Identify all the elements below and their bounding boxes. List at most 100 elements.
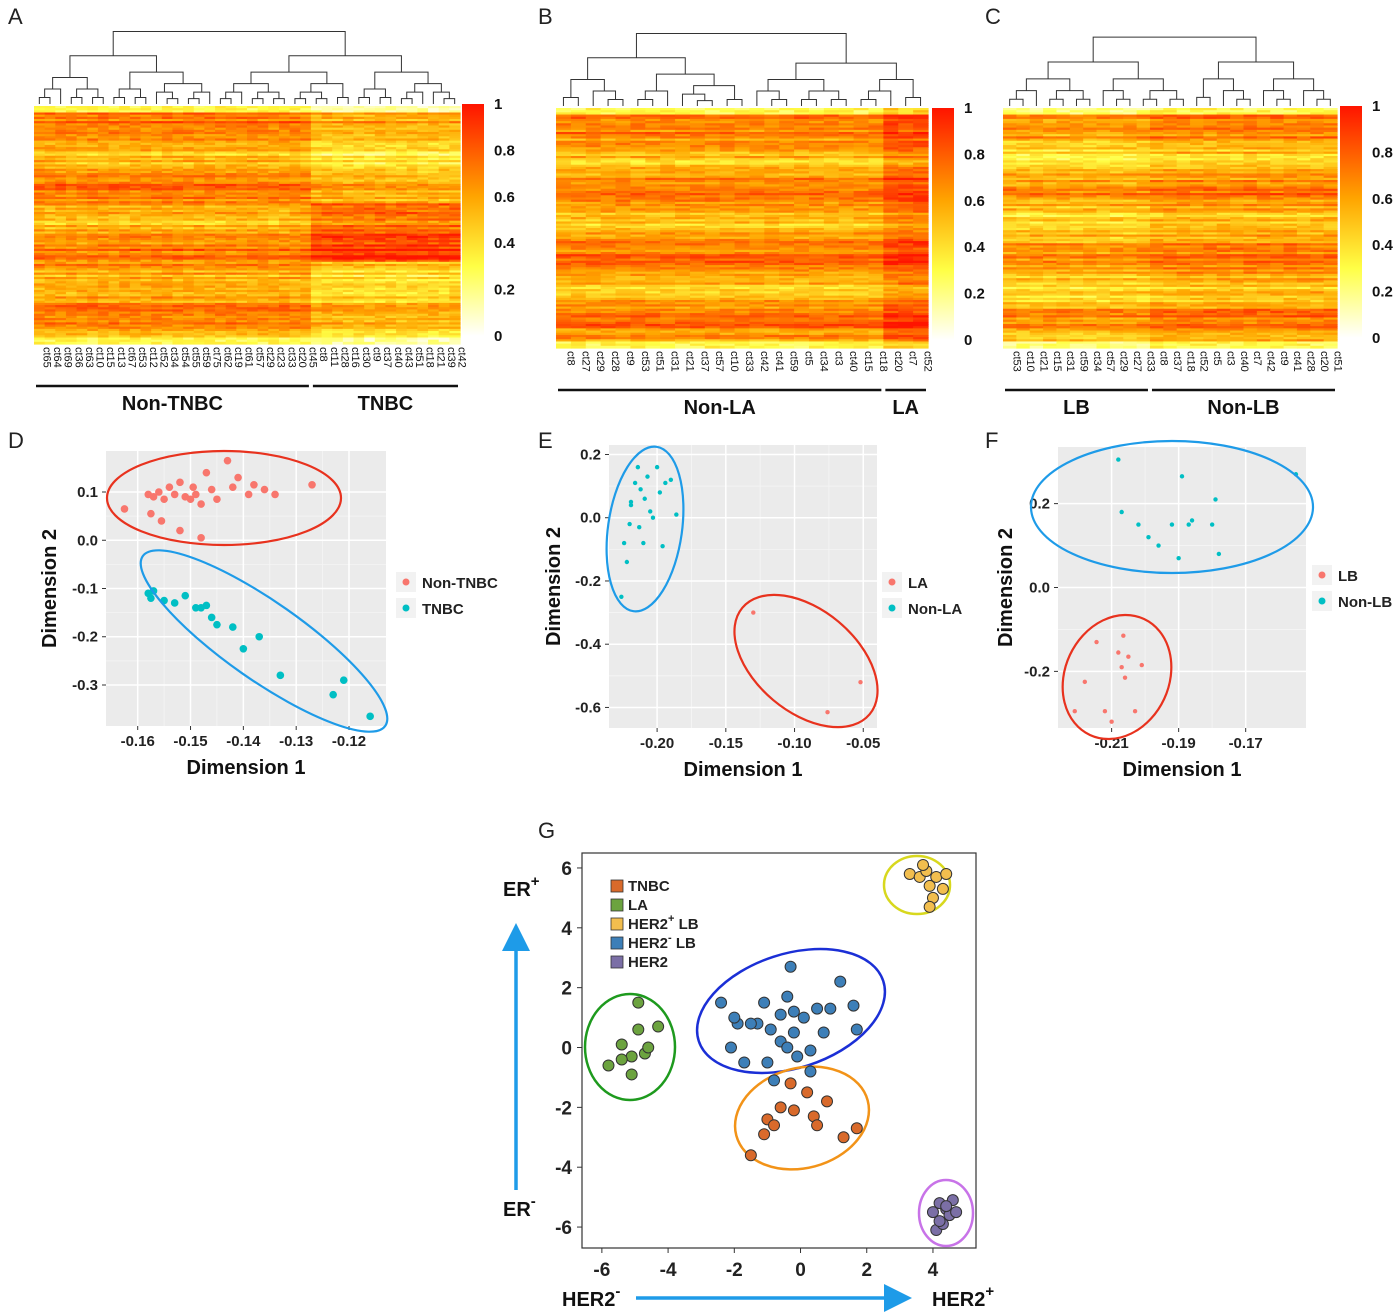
heatmap-cell bbox=[151, 205, 163, 209]
heatmap-cell bbox=[129, 108, 142, 111]
heatmap-cell bbox=[417, 131, 429, 135]
heatmap-cell bbox=[161, 110, 174, 114]
heatmap-cell bbox=[193, 231, 205, 235]
heatmap-cell bbox=[257, 341, 269, 345]
heatmap-cell bbox=[342, 134, 355, 137]
heatmap-cell bbox=[76, 160, 88, 163]
heatmap-cell bbox=[289, 112, 301, 116]
heatmap-cell bbox=[374, 121, 387, 124]
heatmap-cell bbox=[108, 129, 120, 133]
heatmap-cell bbox=[183, 218, 195, 222]
heatmap-cell bbox=[140, 153, 152, 157]
heatmap-cell bbox=[278, 123, 291, 127]
heatmap-cell bbox=[129, 209, 142, 213]
heatmap-cell bbox=[289, 194, 301, 198]
heatmap-cell bbox=[172, 173, 184, 176]
heatmap-cell bbox=[55, 222, 67, 226]
heatmap-cell bbox=[247, 205, 259, 209]
heatmap-cell bbox=[108, 118, 120, 122]
heatmap-cell bbox=[332, 127, 344, 131]
heatmap-cell bbox=[215, 153, 227, 157]
heatmap-cell bbox=[257, 129, 269, 133]
heatmap-cell bbox=[268, 153, 280, 157]
heatmap-cell bbox=[215, 216, 227, 220]
heatmap-cell bbox=[183, 214, 195, 217]
heatmap-cell bbox=[215, 118, 227, 122]
heatmap-cell bbox=[278, 233, 291, 237]
heatmap-cell bbox=[278, 168, 291, 172]
heatmap-cell bbox=[364, 190, 376, 194]
heatmap-cell bbox=[55, 160, 67, 163]
heatmap-cell bbox=[236, 214, 248, 217]
heatmap-cell bbox=[353, 118, 365, 122]
heatmap-cell bbox=[76, 147, 88, 150]
heatmap-cell bbox=[300, 229, 312, 233]
heatmap-cell bbox=[44, 175, 56, 178]
heatmap-cell bbox=[428, 183, 440, 187]
heatmap-cell bbox=[342, 170, 355, 174]
heatmap-cell bbox=[374, 149, 387, 153]
heatmap-cell bbox=[44, 233, 56, 237]
heatmap-cell bbox=[129, 341, 142, 345]
heatmap-cell bbox=[417, 216, 429, 220]
heatmap-cell bbox=[225, 199, 237, 202]
heatmap-cell bbox=[97, 147, 110, 150]
heatmap-cell bbox=[428, 229, 440, 233]
heatmap-cell bbox=[342, 175, 355, 178]
heatmap-cell bbox=[204, 203, 216, 207]
heatmap-cell bbox=[97, 140, 110, 144]
heatmap-cell bbox=[76, 175, 88, 178]
heatmap-cell bbox=[236, 123, 248, 127]
heatmap-cell bbox=[438, 151, 450, 155]
heatmap-cell bbox=[108, 341, 120, 345]
heatmap-cell bbox=[44, 123, 56, 127]
heatmap-cell bbox=[300, 153, 312, 157]
heatmap-cell bbox=[97, 157, 110, 161]
column-label: ct23 bbox=[275, 347, 287, 368]
heatmap-cell bbox=[87, 106, 99, 109]
heatmap-cell bbox=[449, 341, 461, 345]
heatmap-cell bbox=[65, 201, 78, 204]
heatmap-cell bbox=[193, 140, 205, 144]
heatmap-cell bbox=[310, 118, 323, 122]
heatmap-cell bbox=[438, 190, 450, 194]
heatmap-cell bbox=[151, 183, 163, 187]
heatmap-cell bbox=[119, 188, 131, 191]
heatmap-cell bbox=[140, 209, 152, 213]
heatmap-cell bbox=[34, 203, 46, 207]
heatmap-cell bbox=[417, 170, 429, 174]
heatmap-cell bbox=[183, 186, 195, 189]
heatmap-cell bbox=[183, 116, 195, 120]
heatmap-cell bbox=[364, 218, 376, 222]
heatmap-cell bbox=[225, 209, 237, 213]
heatmap-cell bbox=[247, 201, 259, 204]
heatmap-cell bbox=[300, 157, 312, 161]
heatmap-cell bbox=[321, 201, 333, 204]
heatmap-cell bbox=[225, 118, 237, 122]
heatmap-cell bbox=[396, 166, 408, 170]
dendrogram-branch bbox=[233, 83, 269, 93]
heatmap-cell bbox=[140, 220, 152, 224]
heatmap-cell bbox=[438, 114, 450, 118]
heatmap-cell bbox=[108, 131, 120, 135]
heatmap-cell bbox=[300, 162, 312, 166]
heatmap-cell bbox=[278, 231, 291, 235]
heatmap-cell bbox=[76, 220, 88, 224]
heatmap-cell bbox=[364, 118, 376, 122]
heatmap-cell bbox=[385, 112, 397, 116]
heatmap-cell bbox=[65, 108, 78, 111]
heatmap-cell bbox=[97, 235, 110, 239]
heatmap-cell bbox=[172, 134, 184, 137]
heatmap-cell bbox=[257, 218, 269, 222]
heatmap-cell bbox=[183, 106, 195, 109]
heatmap-cell bbox=[140, 201, 152, 204]
heatmap-cell bbox=[396, 341, 408, 345]
heatmap-cell bbox=[140, 341, 152, 345]
heatmap-cell bbox=[278, 341, 291, 345]
heatmap-cell bbox=[97, 123, 110, 127]
dendrogram-branch bbox=[219, 98, 232, 104]
heatmap-cell bbox=[65, 170, 78, 174]
heatmap-cell bbox=[119, 205, 131, 209]
heatmap-cell bbox=[332, 235, 344, 239]
heatmap-cell bbox=[247, 114, 259, 118]
